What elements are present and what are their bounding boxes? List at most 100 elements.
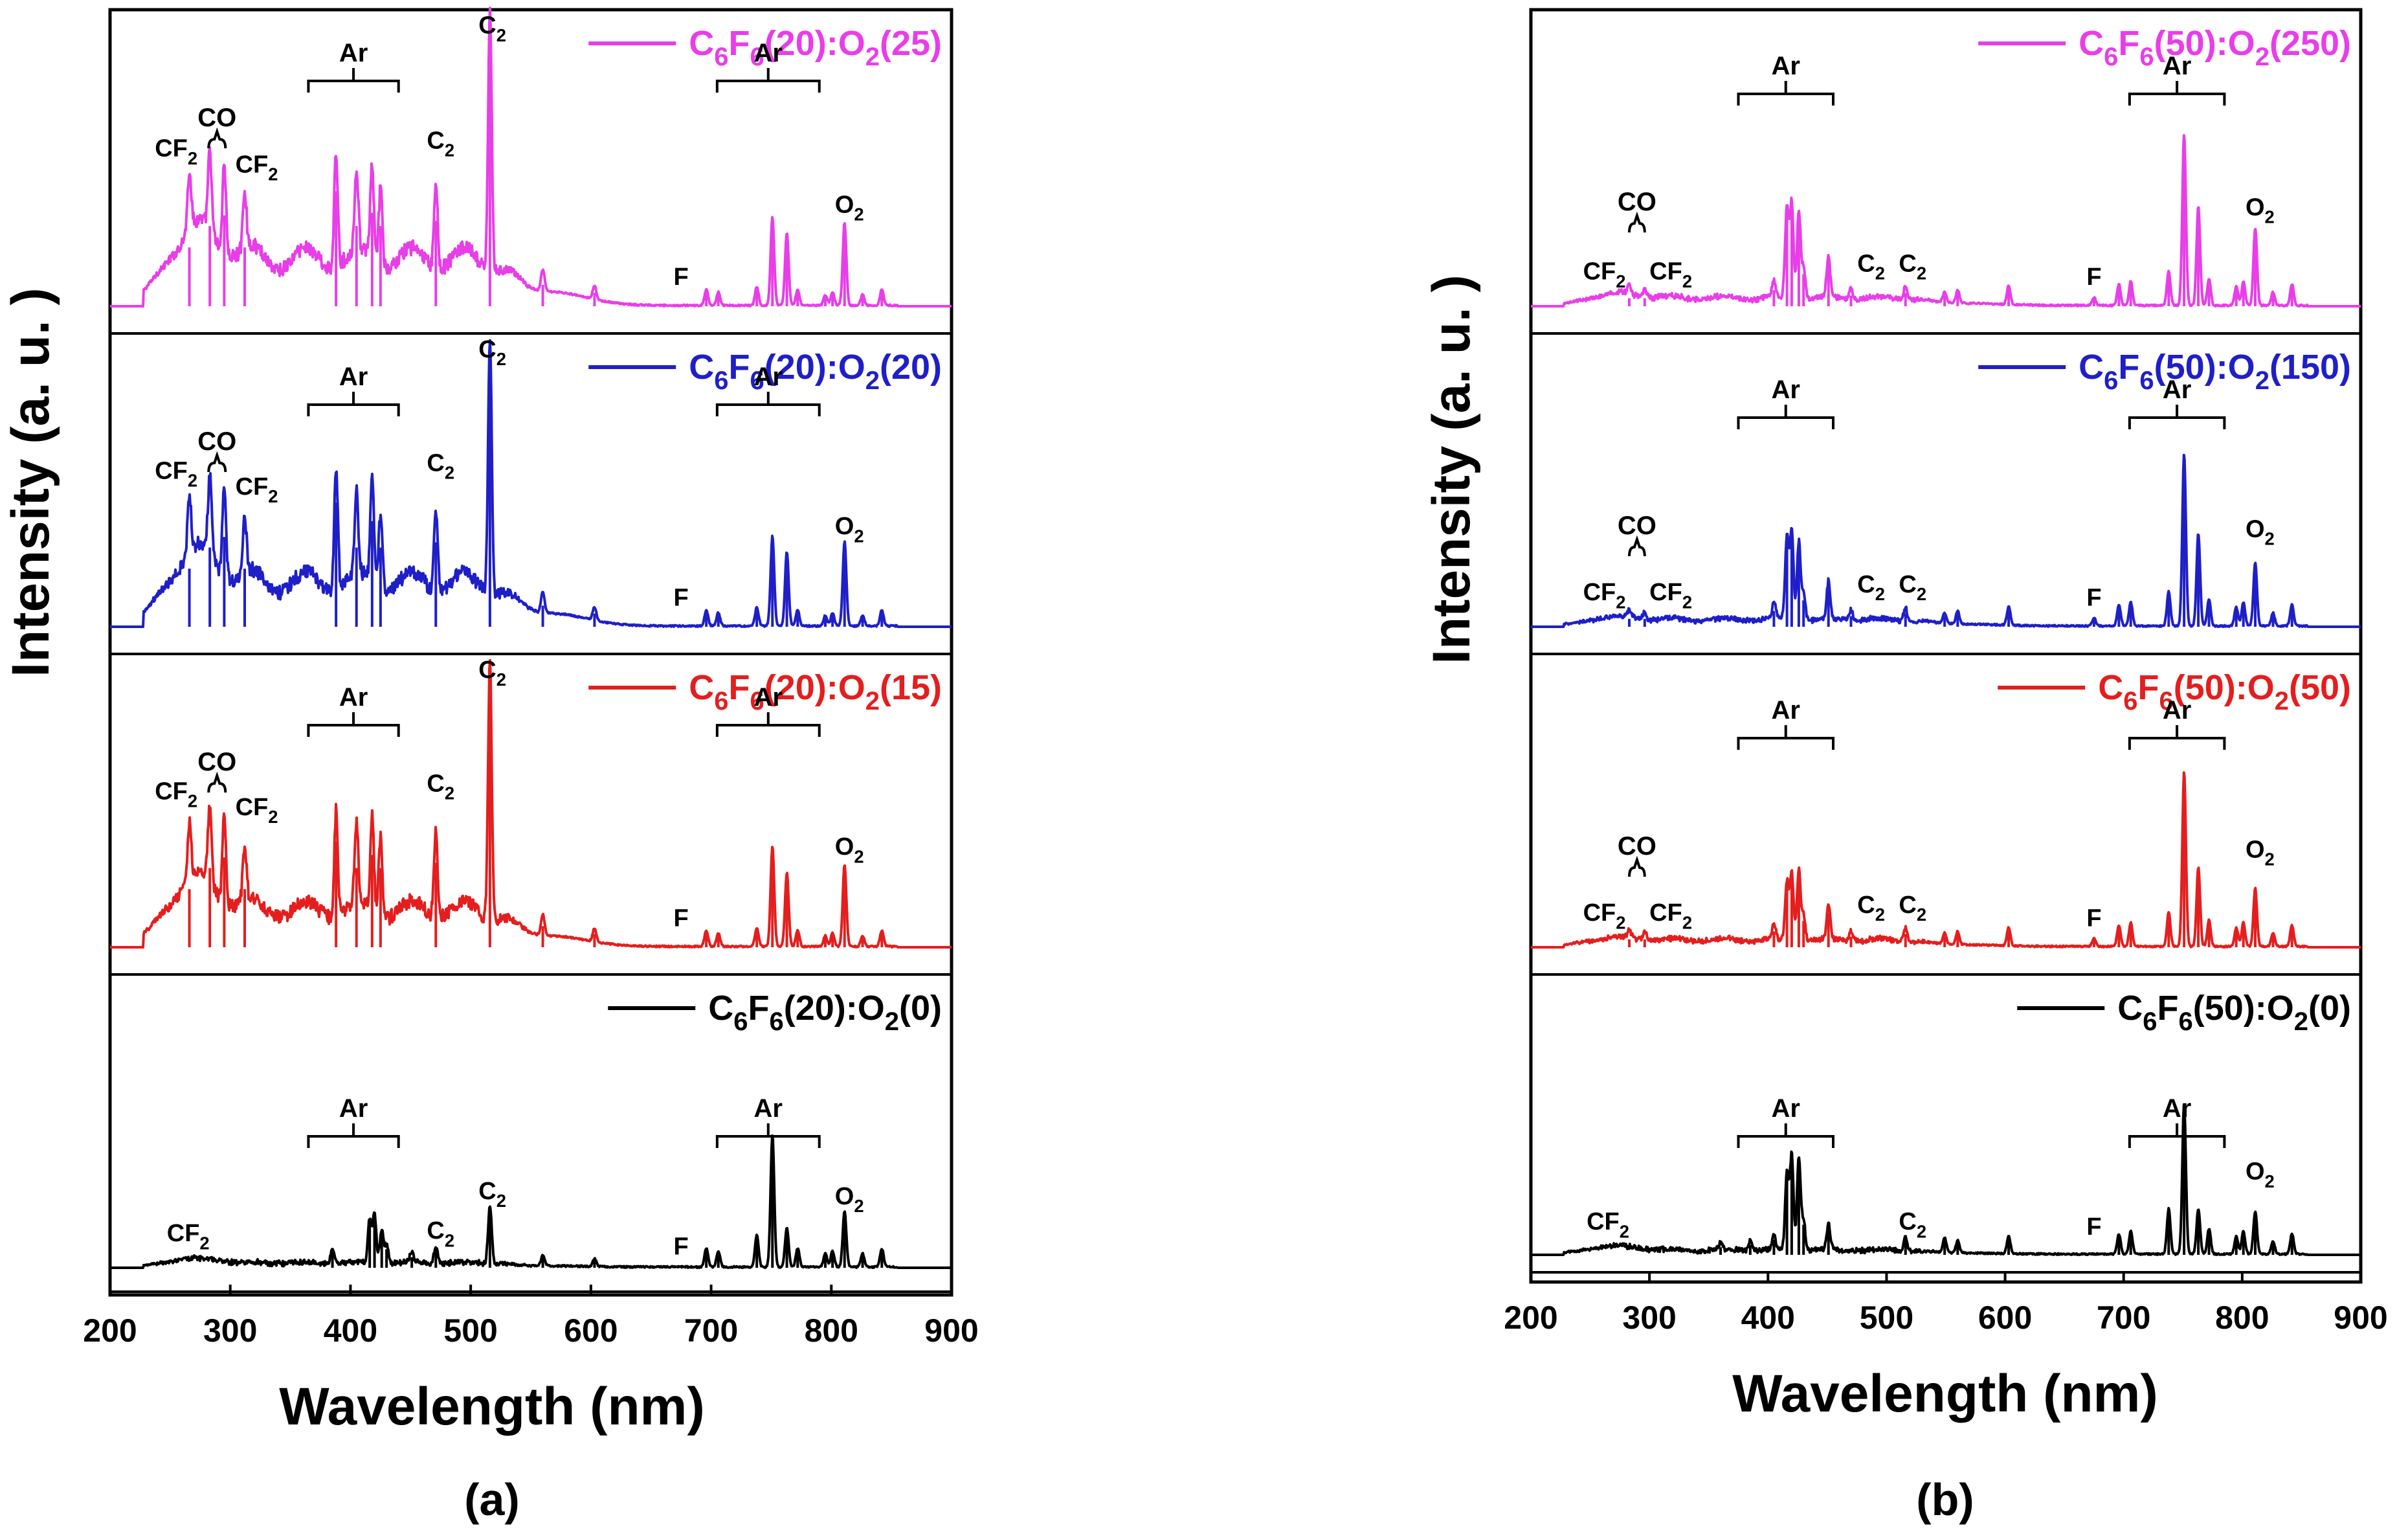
brace-label: CO — [197, 427, 236, 456]
peak-label: CF2 — [1649, 258, 1692, 291]
bracket-label: Ar — [1772, 1094, 1800, 1123]
legend-subscript: 6 — [2143, 1007, 2157, 1036]
bracket-shape — [307, 392, 400, 416]
co-brace: CO — [197, 748, 236, 793]
legend-label: C6F6(50):O2(150) — [2079, 348, 2351, 395]
legend-subscript: 6 — [733, 1007, 748, 1036]
panel-label: (b) — [1916, 1474, 1974, 1525]
legend-text: (20):O — [784, 989, 885, 1028]
legend-label: C6F6(20):O2(15) — [689, 668, 942, 715]
ar-bracket: Ar — [2128, 376, 2226, 429]
legend-subscript: 2 — [2294, 1007, 2308, 1036]
x-tick-label: 400 — [324, 1312, 377, 1349]
peak-label-text: C — [1857, 250, 1875, 277]
x-tick-label: 800 — [805, 1312, 858, 1349]
legend-text: C — [2098, 668, 2123, 707]
peak-label-subscript: 2 — [1917, 905, 1926, 925]
peak-label: O2 — [835, 833, 864, 866]
peak-label-subscript: 2 — [1616, 592, 1625, 612]
legend: C6F6(50):O2(0) — [2017, 989, 2351, 1036]
peak-label-text: O — [2246, 1158, 2265, 1186]
peak-label-text: CF — [236, 794, 269, 821]
peak-label: C2 — [1899, 1208, 1926, 1241]
legend-subscript: 2 — [2255, 43, 2269, 71]
peak-label-subscript: 2 — [268, 164, 278, 185]
x-tick-label: 200 — [1504, 1299, 1557, 1336]
peak-label: F — [2086, 584, 2101, 611]
bracket-shape — [2128, 1123, 2226, 1148]
ar-bracket: Ar — [715, 39, 821, 93]
brace-shape — [1628, 855, 1646, 877]
legend-subscript: 2 — [885, 1007, 899, 1036]
peak-label-text: F — [2086, 1213, 2101, 1241]
peak-label-text: CF — [155, 458, 188, 485]
legend-text: (50):O — [2193, 989, 2294, 1028]
bracket-shape — [1737, 1123, 1835, 1148]
peak-label-text: C — [1899, 571, 1916, 598]
peak-label-subscript: 2 — [496, 25, 506, 45]
legend-text: F — [728, 348, 750, 387]
peak-label-subscript: 2 — [1616, 271, 1625, 291]
legend-text: (0) — [899, 989, 942, 1028]
brace-label: CO — [197, 748, 236, 776]
spectrum-line — [1530, 453, 2361, 628]
peak-label-text: CF — [1583, 899, 1616, 927]
peak-label-subscript: 2 — [854, 526, 864, 546]
legend-label: C6F6(50):O2(250) — [2079, 24, 2351, 71]
peak-label-text: C — [1899, 250, 1916, 277]
peak-label: C2 — [1857, 571, 1885, 604]
peak-label: O2 — [835, 1183, 864, 1216]
peak-label: CF2 — [155, 458, 197, 491]
legend-subscript: 6 — [2159, 687, 2173, 715]
spectrum-line — [109, 1134, 952, 1269]
peak-label-subscript: 2 — [268, 486, 278, 506]
peak-label: CF2 — [1583, 579, 1626, 612]
peak-label-text: F — [674, 584, 689, 611]
legend-text: C — [708, 989, 733, 1028]
peak-label-subscript: 2 — [854, 205, 864, 225]
peak-label-subscript: 2 — [1620, 1221, 1629, 1241]
peak-label-text: O — [835, 1183, 854, 1210]
peak-label-subscript: 2 — [1917, 263, 1926, 283]
x-tick-label: 300 — [203, 1312, 257, 1349]
brace-shape — [1628, 211, 1646, 233]
bracket-shape — [307, 68, 400, 93]
peak-label-subscript: 2 — [496, 349, 506, 369]
peak-label-text: CF — [236, 473, 269, 501]
peak-label-subscript: 2 — [1616, 912, 1625, 932]
legend-text: C — [2117, 989, 2143, 1028]
legend-text: (250) — [2269, 24, 2351, 63]
brace-shape — [207, 771, 227, 793]
y-axis-label: Intensity (a. u. ) — [1, 287, 60, 677]
ar-bracket: Ar — [715, 363, 821, 416]
brace-shape — [207, 451, 227, 473]
ar-bracket: Ar — [2128, 52, 2226, 106]
x-tick-label: 300 — [1622, 1299, 1676, 1336]
peak-label: CF2 — [236, 794, 278, 827]
legend-text: F — [2118, 348, 2139, 387]
bracket-label: Ar — [754, 683, 783, 712]
peak-label: C2 — [1899, 250, 1926, 283]
peak-label-text: CF — [236, 152, 269, 179]
peak-label-text: CF — [1649, 258, 1682, 286]
peak-label: C2 — [427, 770, 454, 803]
bracket-label: Ar — [1772, 376, 1800, 404]
bracket-label: Ar — [754, 363, 783, 391]
brace-label: CO — [197, 104, 236, 132]
peak-label-text: O — [2246, 194, 2265, 221]
peak-label: O2 — [2246, 1158, 2275, 1191]
peak-label-text: CF — [1649, 899, 1682, 927]
peak-label: C2 — [1899, 892, 1926, 925]
legend-subscript: 6 — [2139, 366, 2154, 395]
peak-label-text: CF — [1583, 579, 1616, 606]
legend-text: F — [2157, 989, 2178, 1028]
peak-label-subscript: 2 — [268, 807, 278, 827]
peak-label-text: CF — [155, 778, 188, 805]
legend-text: (50):O — [2154, 348, 2255, 387]
x-tick-label: 200 — [83, 1312, 137, 1349]
legend-label: C6F6(50):O2(0) — [2117, 989, 2351, 1036]
spectrum-line — [109, 6, 952, 308]
brace-label: CO — [1618, 188, 1656, 216]
